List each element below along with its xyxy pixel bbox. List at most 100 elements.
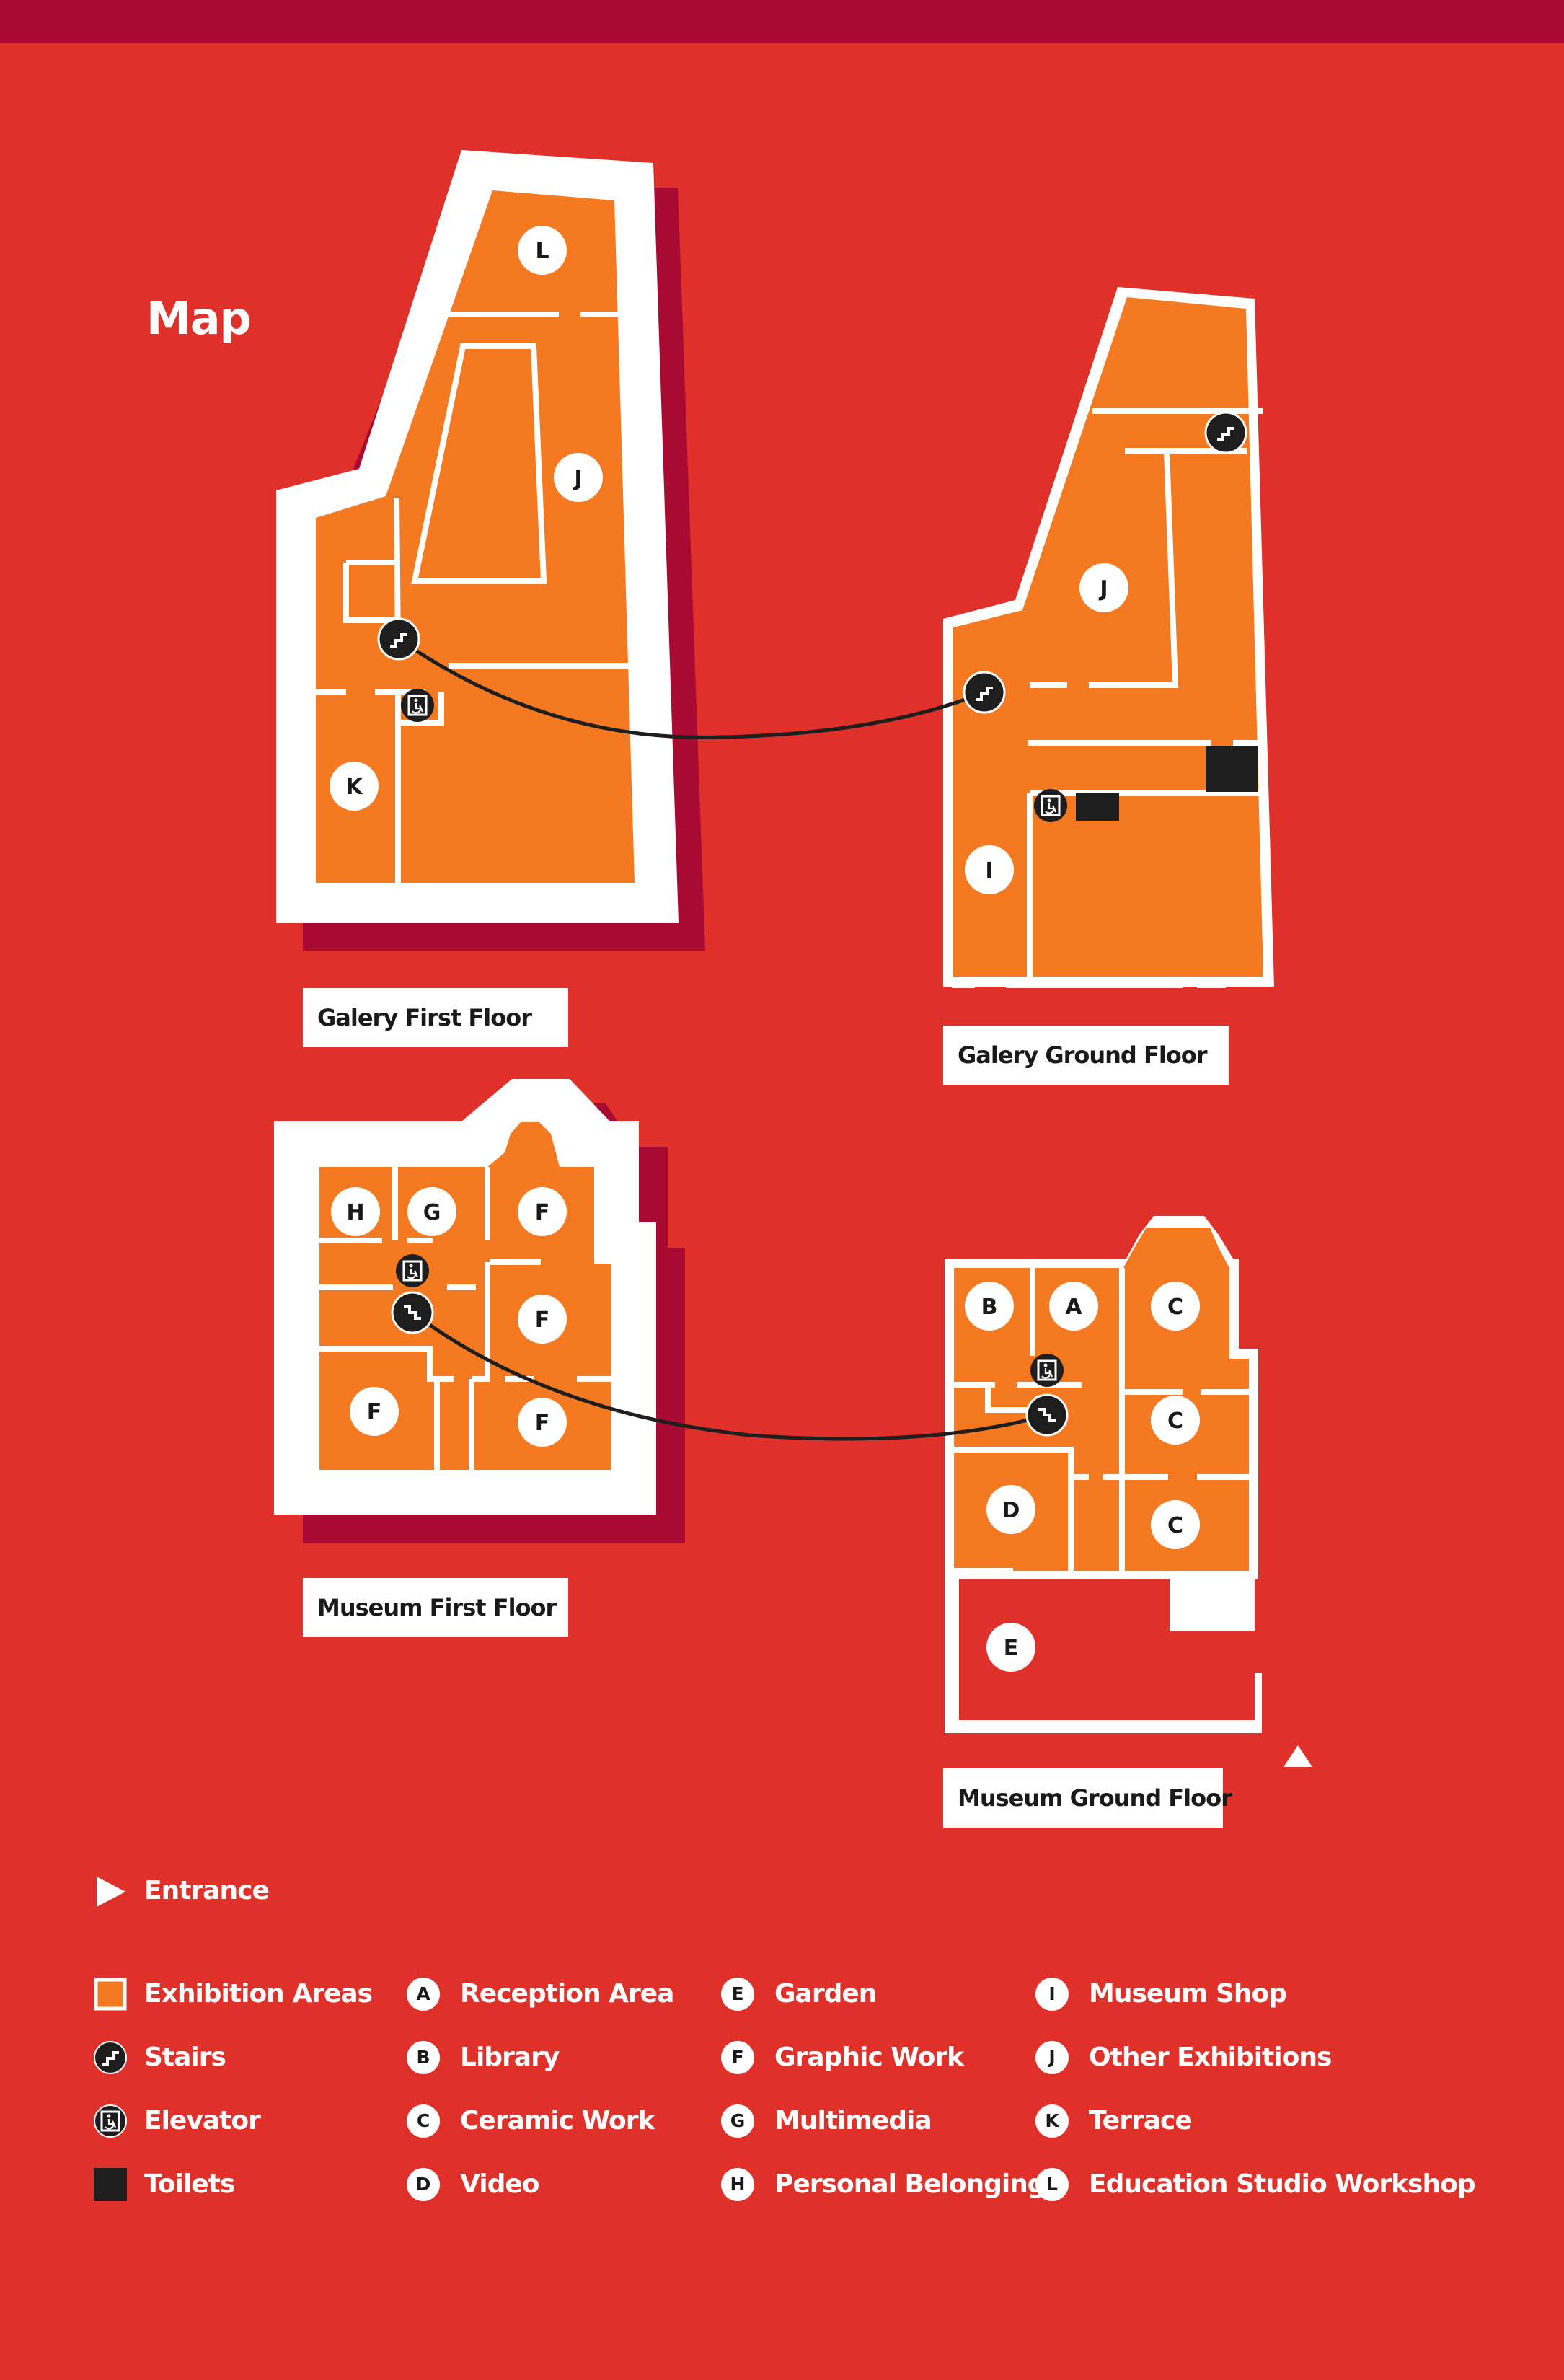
legend-label: Garden: [774, 1979, 877, 2009]
legend-badge: A: [407, 1978, 440, 2011]
room-badge-j: J: [1079, 563, 1128, 612]
museum-stairs-connector: [411, 1310, 1048, 1441]
room-badge-h: H: [331, 1187, 380, 1236]
svg-text:E: E: [1004, 1636, 1019, 1661]
room-badge-e: E: [986, 1623, 1035, 1672]
legend-label: Other Exhibitions: [1089, 2042, 1332, 2072]
room-badge-g: G: [407, 1187, 456, 1236]
room-badge-l: L: [518, 226, 567, 275]
entrance-marker: [1284, 1745, 1312, 1767]
elevator-icon: [1029, 1352, 1065, 1388]
svg-text:F: F: [535, 1308, 550, 1333]
stairs-icon: [391, 1291, 434, 1334]
elevator-icon: [399, 687, 436, 723]
room-badge-c: C: [1151, 1500, 1200, 1549]
room-badge-c: C: [1151, 1282, 1200, 1331]
room-badge-i: I: [965, 845, 1014, 894]
legend-label: Video: [460, 2169, 539, 2199]
legend-badge: C: [407, 2104, 440, 2138]
museum-ground-walls: [954, 1268, 1249, 1574]
museum-first-floor-plan: [274, 1079, 685, 1543]
svg-text:F: F: [535, 1411, 550, 1436]
floor-label-gallery-first: Galery First Floor: [303, 988, 568, 1047]
svg-text:F: F: [367, 1400, 382, 1425]
elevator-icon: [1033, 788, 1069, 824]
svg-text:H: H: [346, 1200, 364, 1225]
svg-text:C: C: [1167, 1513, 1183, 1538]
legend-badge: I: [1035, 1978, 1069, 2011]
legend-entrance-label: Entrance: [144, 1876, 270, 1905]
toilet-room: [1076, 793, 1119, 821]
floor-label-museum-ground: Museum Ground Floor: [943, 1768, 1232, 1828]
exhibition-area-swatch: [94, 1978, 127, 2011]
gallery-ground-walls: [952, 408, 1263, 988]
svg-text:B: B: [981, 1295, 998, 1320]
room-badge-k: K: [330, 762, 379, 811]
room-badge-f: F: [518, 1295, 567, 1344]
legend-label: Stairs: [144, 2042, 226, 2072]
gallery-ground-floor-plan: [943, 287, 1274, 988]
legend-badge: G: [721, 2104, 754, 2138]
room-badge-f: F: [350, 1387, 399, 1436]
toilet-room: [1206, 746, 1258, 792]
floor-label-gallery-ground: Galery Ground Floor: [943, 1026, 1229, 1085]
legend-badge: B: [407, 2041, 440, 2074]
legend-label: Multimedia: [774, 2106, 932, 2136]
svg-text:F: F: [535, 1200, 550, 1225]
elevator-icon: [94, 2104, 127, 2138]
svg-text:C: C: [1167, 1409, 1183, 1434]
legend-label: Elevator: [144, 2106, 261, 2136]
legend-badge: D: [407, 2168, 440, 2201]
svg-text:D: D: [1002, 1498, 1020, 1523]
legend-badge: K: [1035, 2104, 1069, 2138]
legend-label: Ceramic Work: [460, 2106, 655, 2136]
legend-label: Graphic Work: [774, 2042, 964, 2072]
legend-label: Reception Area: [460, 1979, 674, 2009]
room-badges: L J K J I H G F F F F B A C C C D E: [330, 226, 1200, 1672]
legend-label: Education Studio Workshop: [1089, 2169, 1476, 2199]
stairs-icon: [377, 617, 420, 661]
svg-text:A: A: [1065, 1295, 1082, 1320]
svg-text:C: C: [1167, 1295, 1183, 1320]
room-badge-b: B: [965, 1282, 1014, 1331]
svg-text:K: K: [345, 775, 363, 800]
museum-ground-garden: [959, 1579, 1255, 1720]
room-badge-j: J: [554, 453, 603, 502]
top-bar: [0, 0, 1564, 43]
toilets-swatch: [94, 2168, 127, 2201]
legend-badge: E: [721, 1978, 754, 2011]
room-badge-a: A: [1049, 1282, 1098, 1331]
museum-ground-floor-plan: [945, 1216, 1312, 1767]
stairs-icon: [1204, 411, 1247, 454]
svg-text:J: J: [1098, 576, 1108, 601]
museum-first-walls: [319, 1167, 611, 1470]
legend-label: Library: [460, 2042, 560, 2072]
room-badge-c: C: [1151, 1396, 1200, 1445]
elevator-icon: [394, 1253, 430, 1289]
legend-label: Terrace: [1089, 2106, 1193, 2136]
gallery-first-walls: [316, 312, 632, 883]
gallery-stairs-connector: [397, 637, 985, 739]
svg-text:L: L: [535, 239, 549, 264]
legend-badge: H: [721, 2168, 754, 2201]
legend-badge: F: [721, 2041, 754, 2074]
legend-label: Toilets: [144, 2169, 235, 2199]
page-title: Map: [146, 292, 252, 345]
room-badge-f: F: [518, 1398, 567, 1447]
stairs-icon: [1025, 1393, 1069, 1437]
svg-text:J: J: [573, 466, 582, 491]
legend-badge: J: [1035, 2041, 1069, 2074]
legend-badge: L: [1035, 2168, 1069, 2201]
svg-text:I: I: [985, 858, 993, 883]
svg-text:G: G: [423, 1200, 441, 1225]
legend-label: Museum Shop: [1089, 1979, 1287, 2009]
floor-label-museum-first: Museum First Floor: [303, 1578, 568, 1637]
room-badge-f: F: [518, 1187, 567, 1236]
stairs-icon: [94, 2041, 127, 2074]
stairs-icon: [963, 671, 1006, 714]
room-badge-d: D: [986, 1485, 1035, 1534]
legend-label: Personal Belongings: [774, 2169, 1061, 2199]
gallery-first-floor-plan: [276, 150, 705, 951]
legend-label: Exhibition Areas: [144, 1979, 373, 2009]
